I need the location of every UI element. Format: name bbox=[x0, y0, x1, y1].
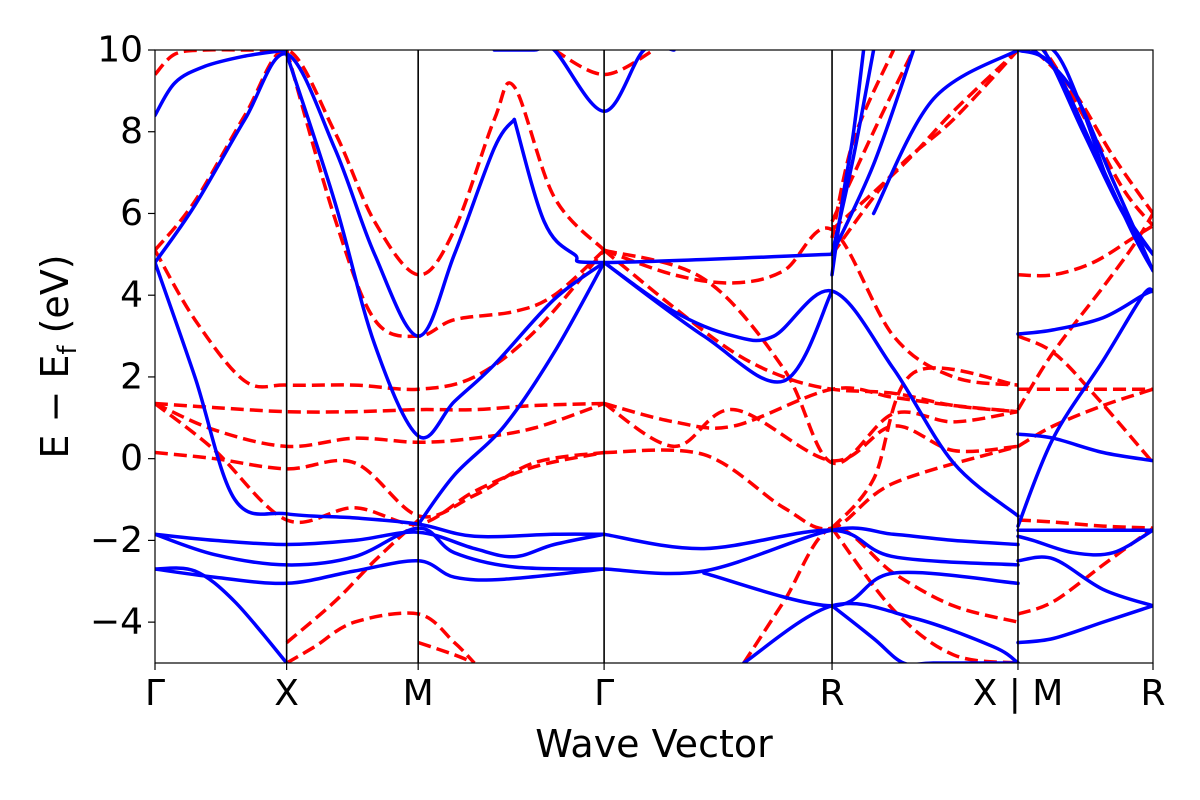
band-line-dashed-59 bbox=[1017, 387, 1153, 448]
band-line-dashed-64 bbox=[1018, 50, 1153, 215]
band-line-dashed-60 bbox=[1017, 334, 1153, 464]
y-tick-label-5: 6 bbox=[120, 193, 143, 234]
y-tick-label-1: −2 bbox=[90, 520, 143, 561]
band-line-solid-11 bbox=[155, 566, 289, 663]
band-line-dashed-33 bbox=[155, 50, 287, 76]
band-line-solid-21 bbox=[1016, 604, 1153, 645]
band-line-solid-4 bbox=[602, 260, 1020, 518]
x-tick-label-4: R bbox=[820, 673, 845, 714]
band-line-dashed-47 bbox=[603, 248, 1019, 466]
band-line-solid-7 bbox=[416, 260, 606, 526]
band-line-dashed-39 bbox=[155, 401, 605, 414]
band-line-solid-3 bbox=[284, 52, 606, 440]
band-line-solid-12 bbox=[602, 526, 1020, 576]
y-axis-label-subscript: f bbox=[53, 345, 83, 355]
y-tick-label-4: 4 bbox=[120, 275, 143, 316]
band-line-dashed-50 bbox=[417, 640, 476, 663]
band-line-dashed-37 bbox=[603, 226, 1019, 387]
x-tick-label-1: X bbox=[274, 673, 299, 714]
band-line-solid-31 bbox=[1016, 50, 1153, 273]
band-line-solid-5 bbox=[602, 260, 834, 384]
band-line-dashed-51 bbox=[742, 526, 1019, 663]
band-line-dashed-35 bbox=[285, 50, 606, 339]
band-line-solid-6 bbox=[155, 260, 606, 539]
plot-frame bbox=[154, 49, 1154, 664]
y-axis-label-suffix: (eV) bbox=[33, 254, 77, 345]
band-line-dashed-56 bbox=[830, 50, 1020, 256]
band-line-solid-22 bbox=[1016, 287, 1153, 528]
band-line-dashed-42 bbox=[603, 402, 1019, 463]
y-axis-ticks: −4 −2 0 2 4 6 8 10 bbox=[90, 30, 155, 643]
band-line-dashed-43 bbox=[155, 450, 605, 519]
band-line-solid-18 bbox=[1016, 432, 1153, 463]
band-line-solid-23 bbox=[1016, 528, 1153, 557]
band-line-dashed-34 bbox=[155, 50, 606, 277]
band-line-solid-27 bbox=[830, 50, 866, 277]
band-line-solid-32 bbox=[492, 50, 676, 114]
band-line-dashed-61 bbox=[1017, 518, 1153, 530]
band-line-dashed-36 bbox=[155, 249, 606, 392]
series-layer bbox=[155, 50, 1153, 663]
y-axis-label-prefix: E − E bbox=[33, 355, 77, 459]
band-line-solid-17 bbox=[1016, 289, 1153, 336]
band-line-dashed-45 bbox=[155, 402, 605, 527]
band-line-solid-15 bbox=[742, 601, 1020, 663]
band-line-solid-8 bbox=[155, 530, 606, 559]
band-line-dashed-46 bbox=[830, 366, 1019, 530]
y-tick-label-7: 10 bbox=[97, 30, 143, 71]
band-line-solid-0 bbox=[155, 50, 289, 118]
y-axis-label: E − Ef (eV) bbox=[33, 254, 83, 458]
band-line-dashed-41 bbox=[155, 401, 605, 449]
band-line-solid-10 bbox=[155, 559, 606, 586]
band-line-solid-24 bbox=[871, 50, 1020, 216]
band-line-solid-1 bbox=[155, 52, 517, 338]
y-tick-label-2: 0 bbox=[120, 438, 143, 479]
x-tick-label-0: Γ bbox=[145, 673, 165, 714]
kpoint-separator-lines bbox=[285, 50, 1019, 663]
band-line-solid-14 bbox=[702, 570, 1020, 608]
band-line-solid-25 bbox=[830, 50, 916, 257]
band-line-dashed-48 bbox=[285, 518, 420, 644]
x-tick-label-6: R bbox=[1140, 673, 1165, 714]
band-line-dashed-55 bbox=[830, 50, 1020, 232]
band-line-dashed-66 bbox=[553, 50, 655, 77]
x-tick-label-3: Γ bbox=[594, 673, 614, 714]
y-tick-label-6: 8 bbox=[120, 111, 143, 152]
band-line-dashed-49 bbox=[285, 611, 476, 663]
band-line-solid-20 bbox=[1016, 555, 1153, 608]
x-axis-ticks: Γ X M Γ R X | M R bbox=[145, 663, 1166, 714]
x-axis-label: Wave Vector bbox=[535, 722, 773, 766]
y-tick-label-0: −4 bbox=[90, 602, 143, 643]
x-tick-label-2: M bbox=[403, 673, 434, 714]
x-tick-label-5: X | M bbox=[973, 673, 1064, 714]
band-line-solid-2 bbox=[512, 117, 834, 265]
band-line-dashed-44 bbox=[604, 444, 1019, 531]
band-line-solid-9 bbox=[155, 526, 606, 571]
y-tick-label-3: 2 bbox=[120, 356, 143, 397]
band-line-dashed-38 bbox=[602, 248, 1019, 414]
